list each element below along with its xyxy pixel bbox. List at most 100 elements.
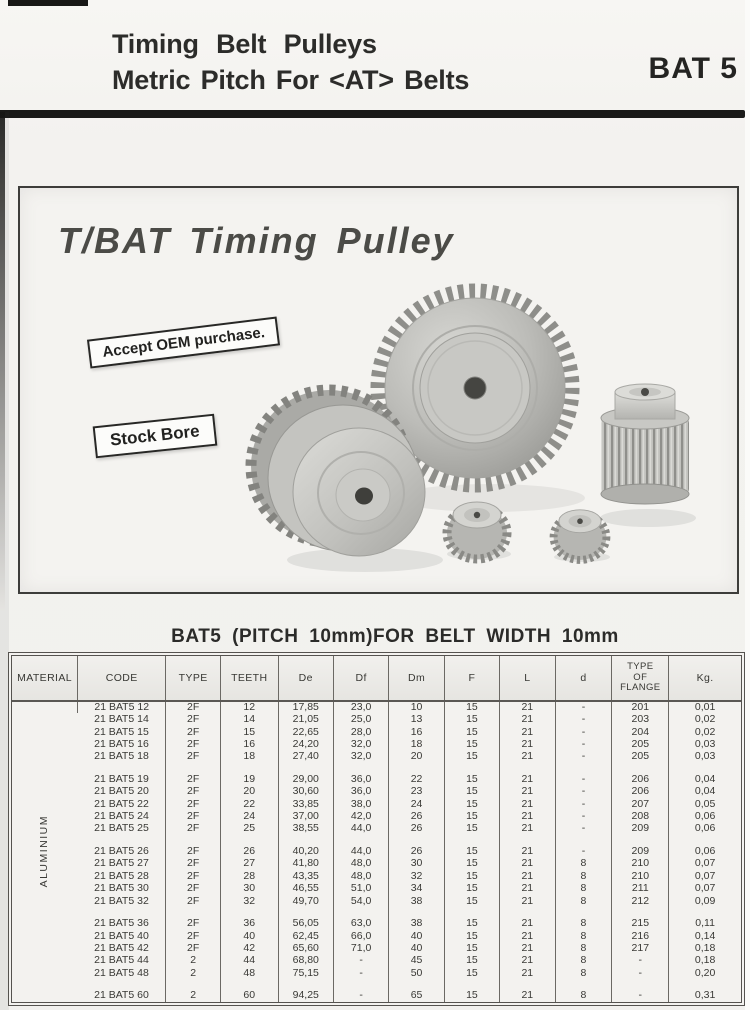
cell: 2F xyxy=(165,797,221,811)
cell: 2F xyxy=(165,750,221,763)
cell: 25 xyxy=(219,822,279,835)
material-cell: ALUMINIUM xyxy=(12,701,78,1002)
cell: - xyxy=(611,966,669,980)
product-panel: T/BAT Timing Pulley Accept OEM purchase.… xyxy=(18,186,739,594)
cell: 0,02 xyxy=(668,713,741,726)
cell: 20 xyxy=(388,750,445,763)
cell: 51,0 xyxy=(332,882,389,895)
cell: 8 xyxy=(554,882,612,895)
cell: 18 xyxy=(219,750,279,763)
cell: 16 xyxy=(219,738,279,751)
cell: 23 xyxy=(388,785,445,798)
cell: 0,01 xyxy=(668,701,741,714)
cell: 21 xyxy=(499,822,556,835)
cell: 38,0 xyxy=(332,797,389,811)
cell: 2F xyxy=(165,942,221,955)
cell: 0,07 xyxy=(668,882,741,895)
hero-title: T/BAT Timing Pulley xyxy=(58,220,455,261)
cell: 21 BAT5 19 xyxy=(94,773,149,786)
cell: 15 xyxy=(443,750,500,763)
cell: 0,03 xyxy=(668,738,741,751)
divider-rule xyxy=(0,110,745,118)
cell: - xyxy=(554,713,612,726)
cell: 212 xyxy=(611,894,669,907)
cell: 24 xyxy=(388,797,445,811)
cell: 21 BAT5 16 xyxy=(94,738,149,750)
cell: 209 xyxy=(611,845,669,858)
cell: 68,80 xyxy=(277,954,334,967)
cell: 2 xyxy=(165,989,221,1002)
cell: 42 xyxy=(219,942,279,955)
cell: 15 xyxy=(443,845,500,858)
table-row: 21 BAT5 42 2F 42 65,60 71,0 40 15 21 8 217 0,18 xyxy=(12,942,741,955)
col-header-d: d xyxy=(554,656,612,702)
cell: 0,06 xyxy=(668,810,741,823)
cell: 0,20 xyxy=(668,966,741,980)
table-row: 21 BAT5 27 2F 27 41,80 48,0 30 15 21 8 210 0,07 xyxy=(12,857,741,870)
cell: 21 xyxy=(499,738,556,751)
cell: 0,31 xyxy=(668,989,741,1002)
cell: 48 xyxy=(219,966,279,980)
cell: 21 BAT5 26 xyxy=(94,845,149,858)
cell: 2F xyxy=(165,701,221,714)
cell: 205 xyxy=(611,750,669,763)
cell: 2F xyxy=(165,738,221,751)
spec-table: MATERIAL CODE TYPE TEETH De Df Dm F L d … xyxy=(12,656,741,1002)
cell: 21 xyxy=(499,785,556,798)
cell: 203 xyxy=(611,713,669,726)
cell: 38,55 xyxy=(277,822,334,835)
cell: 215 xyxy=(611,917,669,930)
gap-row xyxy=(12,979,741,990)
cell: 65 xyxy=(388,989,445,1002)
cell: 21,05 xyxy=(277,713,334,726)
cell: 15 xyxy=(443,857,500,870)
table-row: 21 BAT5 19 2F 19 29,00 36,0 22 15 21-206 0,04 xyxy=(12,773,741,786)
cell: 210 xyxy=(611,857,669,870)
cell: 40,20 xyxy=(277,845,334,858)
cell: 15 xyxy=(443,810,500,823)
cell: 48,0 xyxy=(332,857,389,870)
cell: 21 BAT5 15 xyxy=(94,725,149,738)
cell: 0,05 xyxy=(668,797,741,811)
col-header-de: De xyxy=(277,656,334,702)
cell: 15 xyxy=(443,942,500,955)
cell: 40 xyxy=(219,929,279,942)
cell: 66,0 xyxy=(332,929,389,942)
cell: 0,18 xyxy=(668,954,741,967)
cell: 15 xyxy=(443,725,500,739)
cell: 0,06 xyxy=(668,822,741,835)
cell: 21 xyxy=(499,750,556,763)
cell: 15 xyxy=(443,822,500,835)
cell: 15 xyxy=(443,738,500,751)
cell: 0,07 xyxy=(668,857,741,870)
cell: 28 xyxy=(219,869,279,883)
cell: 32,0 xyxy=(332,738,389,751)
cell: 211 xyxy=(611,882,669,895)
cell: 2 xyxy=(165,954,221,967)
table-row: 21 BAT5 40 2F 40 62,45 66,0 40 15 21 8 216 0,14 xyxy=(12,929,741,942)
cell: 21 BAT5 60 xyxy=(94,989,149,1002)
scan-corner-mark xyxy=(8,0,88,6)
cell: 21 BAT5 44 xyxy=(94,954,149,967)
cell: 26 xyxy=(388,810,445,823)
table-row: 21 BAT5 48 2 48 75,15-50 15 21 8-0,20 xyxy=(12,966,741,980)
cell: 24,20 xyxy=(277,738,334,751)
table-row: 21 BAT5 28 2F 28 43,35 48,0 32 15 21 8 210 0,07 xyxy=(12,869,741,883)
cell: 24 xyxy=(219,810,279,823)
cell: 21 xyxy=(499,725,556,739)
cell: 21 xyxy=(499,894,556,907)
cell: 21 BAT5 14 xyxy=(94,713,149,726)
page-subtitle: Metric Pitch For <AT> Belts xyxy=(112,65,470,96)
cell: 44 xyxy=(219,954,279,967)
cell: 44,0 xyxy=(332,845,389,858)
cell: 44,0 xyxy=(332,822,389,835)
cell: - xyxy=(554,797,612,811)
cell: 12 xyxy=(219,701,279,714)
cell: 8 xyxy=(554,869,612,883)
cell: 2F xyxy=(165,857,221,870)
doc-header: Timing Belt Pulleys Metric Pitch For <AT… xyxy=(112,28,469,97)
cell: - xyxy=(554,822,612,835)
cell: 21 xyxy=(499,810,556,823)
cell: - xyxy=(332,966,389,980)
